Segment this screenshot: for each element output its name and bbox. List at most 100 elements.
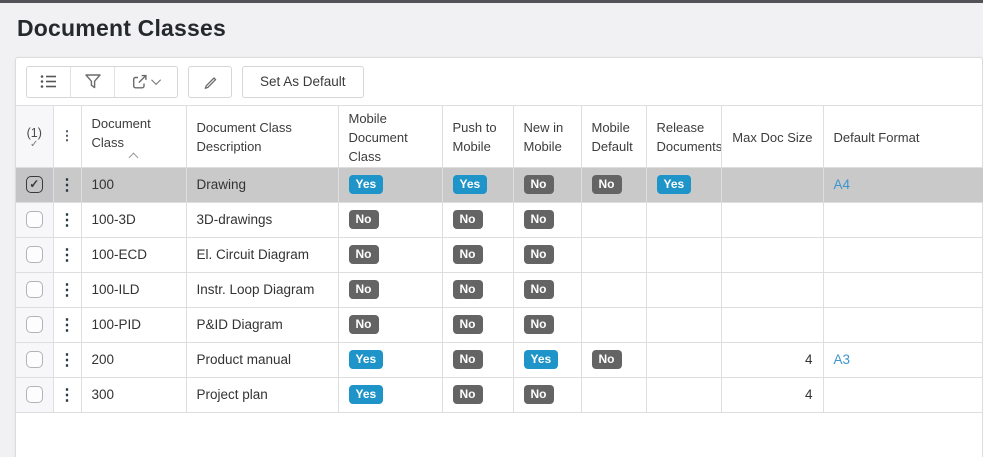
kebab-menu-icon: ⋮ — [60, 127, 74, 143]
default-format-link[interactable] — [823, 202, 983, 238]
mobile-document-class-cell: No — [338, 272, 443, 308]
push-to-mobile-cell: No — [442, 272, 514, 308]
default-format-link[interactable]: A4 — [823, 167, 983, 203]
kebab-menu-icon[interactable]: ⋮ — [59, 316, 75, 334]
table-row[interactable]: ⋮ 100 Drawing Yes Yes No No Yes A4 — [16, 167, 983, 203]
row-select-cell[interactable] — [16, 272, 54, 308]
row-select-cell[interactable] — [16, 237, 54, 273]
description-cell: Project plan — [186, 377, 339, 413]
default-format-link[interactable] — [823, 237, 983, 273]
mobile-default-cell — [581, 307, 647, 343]
row-menu-cell[interactable]: ⋮ — [53, 272, 82, 308]
release-documents-cell — [646, 272, 722, 308]
edit-button[interactable] — [188, 65, 232, 98]
row-menu-cell[interactable]: ⋮ — [53, 167, 82, 203]
row-menu-cell[interactable]: ⋮ — [53, 202, 82, 238]
table-row[interactable]: ⋮ 200 Product manual Yes No Yes No 4 A3 — [16, 342, 983, 378]
document-class-cell: 100-3D — [81, 202, 187, 238]
select-column-header[interactable]: (1) ✓ — [16, 105, 54, 168]
kebab-menu-icon[interactable]: ⋮ — [59, 176, 75, 194]
kebab-menu-icon[interactable]: ⋮ — [59, 281, 75, 299]
table-row[interactable]: ⋮ 100-ECD El. Circuit Diagram No No No — [16, 237, 983, 273]
row-menu-cell[interactable]: ⋮ — [53, 307, 82, 343]
header-description[interactable]: Document Class Description — [186, 105, 339, 168]
row-select-cell[interactable] — [16, 167, 54, 203]
kebab-menu-icon[interactable]: ⋮ — [59, 246, 75, 264]
default-format-link[interactable] — [823, 377, 983, 413]
row-checkbox[interactable] — [25, 316, 43, 334]
row-select-cell[interactable] — [16, 377, 54, 413]
mobile-default-cell — [581, 237, 647, 273]
default-format-link[interactable]: A3 — [823, 342, 983, 378]
header-document-class[interactable]: Document Class — [81, 105, 187, 168]
row-menu-cell[interactable]: ⋮ — [53, 237, 82, 273]
document-class-cell: 100-PID — [81, 307, 187, 343]
kebab-menu-icon[interactable]: ⋮ — [59, 211, 75, 229]
badge-no: No — [523, 245, 554, 265]
header-release-documents[interactable]: Release Documents — [646, 105, 722, 168]
menu-column-header: ⋮ — [53, 105, 82, 168]
list-view-button[interactable] — [27, 66, 71, 97]
release-documents-cell — [646, 307, 722, 343]
row-select-cell[interactable] — [16, 307, 54, 343]
row-checkbox[interactable] — [25, 176, 43, 194]
badge-no: No — [523, 210, 554, 230]
max-doc-size-cell — [721, 307, 824, 343]
new-in-mobile-cell: No — [513, 377, 582, 413]
table-row[interactable]: ⋮ 300 Project plan Yes No No 4 — [16, 377, 983, 413]
header-default-format[interactable]: Default Format — [823, 105, 983, 168]
badge-no: No — [523, 315, 554, 335]
row-checkbox[interactable] — [25, 386, 43, 404]
header-push-to-mobile[interactable]: Push to Mobile — [442, 105, 514, 168]
list-view-icon — [40, 75, 56, 88]
description-cell: Drawing — [186, 167, 339, 203]
kebab-menu-icon[interactable]: ⋮ — [59, 386, 75, 404]
table-row[interactable]: ⋮ 100-3D 3D-drawings No No No — [16, 202, 983, 238]
document-class-cell: 100-ECD — [81, 237, 187, 273]
table-row[interactable]: ⋮ 100-PID P&ID Diagram No No No — [16, 307, 983, 343]
row-menu-cell[interactable]: ⋮ — [53, 342, 82, 378]
row-checkbox[interactable] — [25, 351, 43, 369]
badge-no: No — [348, 315, 379, 335]
mobile-default-cell: No — [581, 342, 647, 378]
top-border-strip — [0, 0, 983, 3]
push-to-mobile-cell: Yes — [442, 167, 514, 203]
badge-yes: Yes — [348, 175, 384, 195]
release-documents-cell — [646, 342, 722, 378]
table-body: ⋮ 100 Drawing Yes Yes No No Yes A4 ⋮ 100… — [16, 167, 983, 413]
release-documents-cell — [646, 377, 722, 413]
row-menu-cell[interactable]: ⋮ — [53, 377, 82, 413]
row-select-cell[interactable] — [16, 342, 54, 378]
default-format-link[interactable] — [823, 272, 983, 308]
new-in-mobile-cell: No — [513, 237, 582, 273]
row-checkbox[interactable] — [25, 281, 43, 299]
badge-no: No — [452, 315, 483, 335]
badge-no: No — [523, 385, 554, 405]
header-mobile-default[interactable]: Mobile Default — [581, 105, 647, 168]
row-checkbox[interactable] — [25, 246, 43, 264]
badge-no: No — [452, 280, 483, 300]
description-cell: 3D-drawings — [186, 202, 339, 238]
toolbar-button-group — [26, 65, 178, 98]
document-classes-panel: Set As Default (1) ✓ ⋮ Document Class Do… — [15, 57, 983, 457]
badge-no: No — [523, 280, 554, 300]
default-format-link[interactable] — [823, 307, 983, 343]
release-documents-cell: Yes — [646, 167, 722, 203]
header-max-doc-size[interactable]: Max Doc Size — [721, 105, 824, 168]
mobile-default-cell — [581, 377, 647, 413]
mobile-document-class-cell: No — [338, 237, 443, 273]
max-doc-size-cell — [721, 237, 824, 273]
header-new-in-mobile[interactable]: New in Mobile — [513, 105, 582, 168]
row-checkbox[interactable] — [25, 211, 43, 229]
row-select-cell[interactable] — [16, 202, 54, 238]
kebab-menu-icon[interactable]: ⋮ — [59, 351, 75, 369]
header-mobile-document-class[interactable]: Mobile Document Class — [338, 105, 443, 168]
export-button[interactable] — [115, 66, 177, 97]
badge-no: No — [523, 175, 554, 195]
filter-button[interactable] — [71, 66, 115, 97]
set-as-default-button[interactable]: Set As Default — [242, 65, 364, 98]
mobile-document-class-cell: Yes — [338, 377, 443, 413]
description-cell: P&ID Diagram — [186, 307, 339, 343]
badge-no: No — [348, 280, 379, 300]
table-row[interactable]: ⋮ 100-ILD Instr. Loop Diagram No No No — [16, 272, 983, 308]
